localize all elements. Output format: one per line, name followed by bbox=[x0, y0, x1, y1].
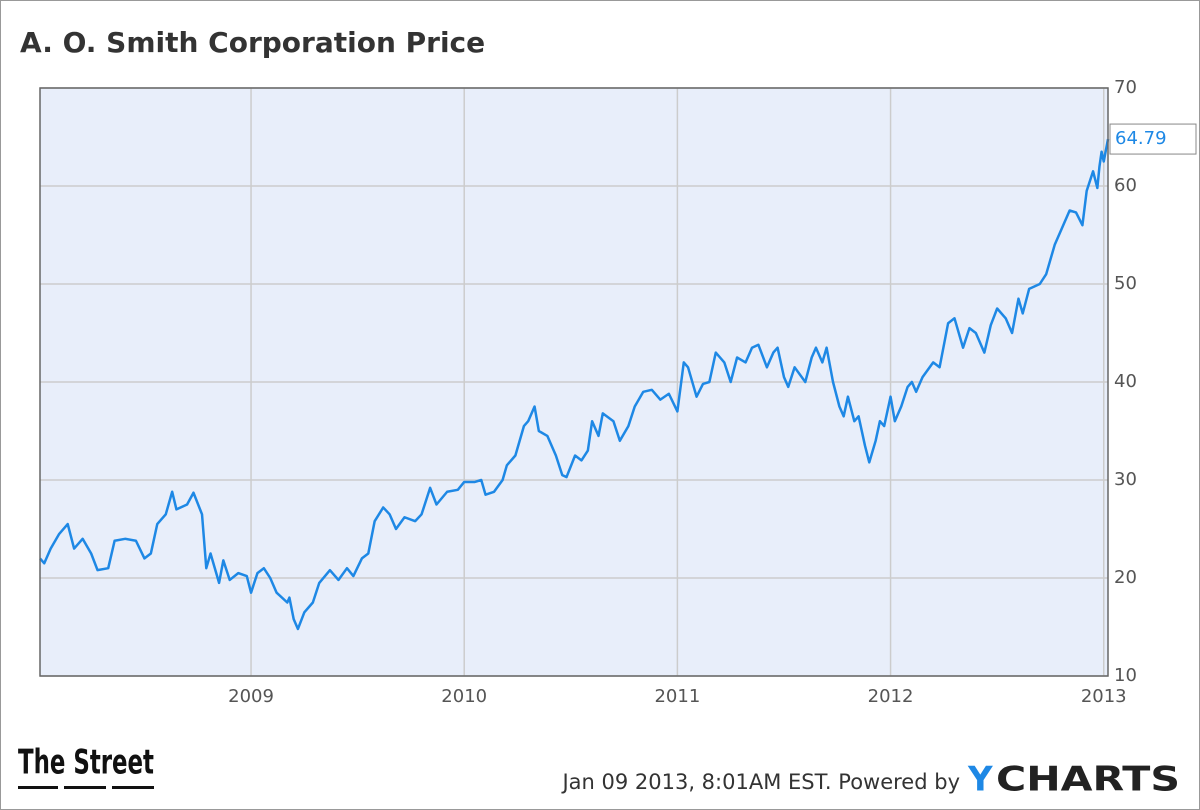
last-value-box bbox=[1109, 123, 1197, 155]
y-tick-label: 10 bbox=[1114, 665, 1137, 686]
chart-title: A. O. Smith Corporation Price bbox=[20, 26, 485, 59]
x-tick-label: 2013 bbox=[1081, 686, 1127, 707]
plot-border bbox=[39, 87, 1109, 677]
y-tick-label: 50 bbox=[1114, 273, 1137, 294]
brand-y: Y bbox=[967, 760, 993, 800]
logo-underline bbox=[18, 786, 154, 789]
brand-charts: CHARTS bbox=[996, 760, 1180, 800]
y-tick-label: 60 bbox=[1114, 175, 1137, 196]
x-tick-label: 2010 bbox=[441, 686, 487, 707]
y-tick-label: 40 bbox=[1114, 371, 1137, 392]
price-line bbox=[39, 138, 1110, 631]
y-tick-label: 20 bbox=[1114, 567, 1137, 588]
y-tick-label: 30 bbox=[1114, 469, 1137, 490]
y-tick-label: 70 bbox=[1114, 77, 1137, 98]
last-value-label: 64.79 bbox=[1115, 128, 1167, 149]
x-tick-label: 2011 bbox=[654, 686, 700, 707]
thestreet-logo: The Street bbox=[18, 743, 154, 783]
x-tick-label: 2009 bbox=[228, 686, 274, 707]
x-tick-label: 2012 bbox=[868, 686, 914, 707]
timestamp: Jan 09 2013, 8:01AM EST. Powered by bbox=[560, 770, 960, 794]
